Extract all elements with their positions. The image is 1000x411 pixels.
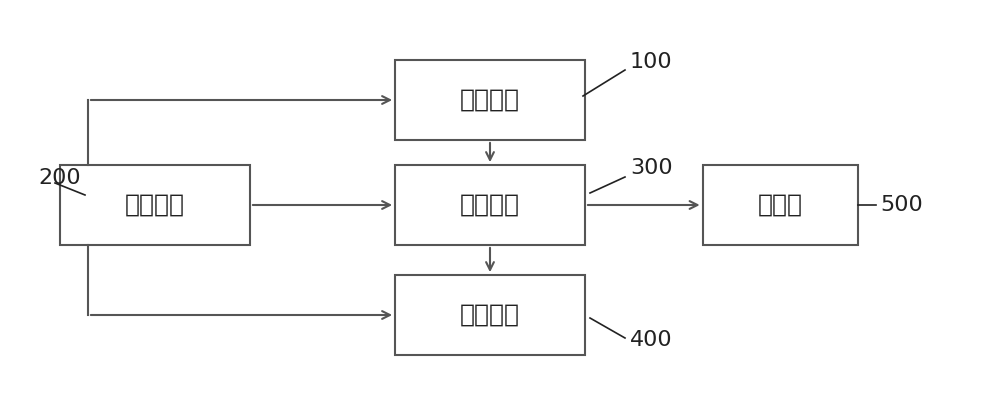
Text: 测温模块: 测温模块 [460, 88, 520, 112]
Bar [60, 165, 250, 245]
Text: 200: 200 [38, 168, 81, 188]
Text: 100: 100 [630, 52, 673, 72]
Bar [395, 60, 585, 140]
Bar [702, 165, 858, 245]
Text: 500: 500 [880, 195, 923, 215]
Text: 400: 400 [630, 330, 673, 350]
Text: 控制模块: 控制模块 [460, 193, 520, 217]
Text: 开关模块: 开关模块 [125, 193, 185, 217]
Text: 300: 300 [630, 158, 673, 178]
Bar [395, 275, 585, 355]
Bar [395, 165, 585, 245]
Text: 显示屏: 显示屏 [758, 193, 802, 217]
Text: 检测模块: 检测模块 [460, 303, 520, 327]
